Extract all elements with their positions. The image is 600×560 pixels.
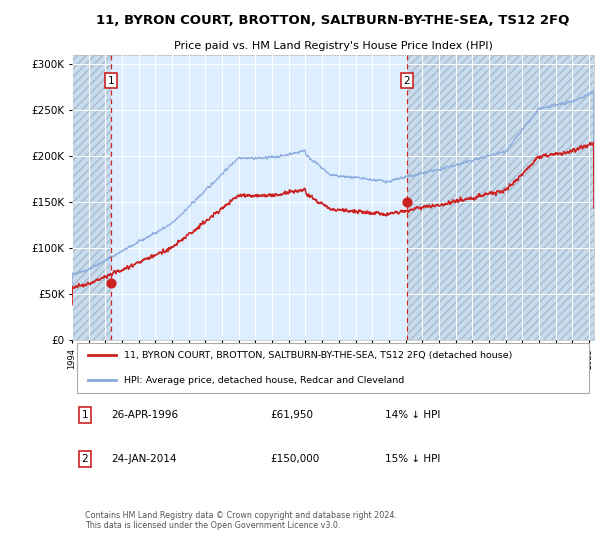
Bar xyxy=(72,55,110,340)
Text: 1: 1 xyxy=(82,410,88,420)
Bar xyxy=(110,55,407,340)
Text: 26-APR-1996: 26-APR-1996 xyxy=(111,410,178,420)
Text: 24-JAN-2014: 24-JAN-2014 xyxy=(111,454,176,464)
Text: 11, BYRON COURT, BROTTON, SALTBURN-BY-THE-SEA, TS12 2FQ: 11, BYRON COURT, BROTTON, SALTBURN-BY-TH… xyxy=(97,13,569,26)
Text: 14% ↓ HPI: 14% ↓ HPI xyxy=(385,410,440,420)
Text: 11, BYRON COURT, BROTTON, SALTBURN-BY-THE-SEA, TS12 2FQ (detached house): 11, BYRON COURT, BROTTON, SALTBURN-BY-TH… xyxy=(124,351,512,360)
Bar xyxy=(407,55,594,340)
Text: HPI: Average price, detached house, Redcar and Cleveland: HPI: Average price, detached house, Redc… xyxy=(124,376,404,385)
Point xyxy=(106,279,115,288)
Text: 1: 1 xyxy=(107,76,114,86)
Text: 2: 2 xyxy=(82,454,88,464)
Text: £61,950: £61,950 xyxy=(271,410,313,420)
Text: 2: 2 xyxy=(403,76,410,86)
Point xyxy=(402,198,412,207)
Text: Price paid vs. HM Land Registry's House Price Index (HPI): Price paid vs. HM Land Registry's House … xyxy=(173,41,493,51)
Text: 15% ↓ HPI: 15% ↓ HPI xyxy=(385,454,440,464)
Text: £150,000: £150,000 xyxy=(271,454,320,464)
Text: Contains HM Land Registry data © Crown copyright and database right 2024.
This d: Contains HM Land Registry data © Crown c… xyxy=(85,511,397,530)
FancyBboxPatch shape xyxy=(77,343,589,393)
